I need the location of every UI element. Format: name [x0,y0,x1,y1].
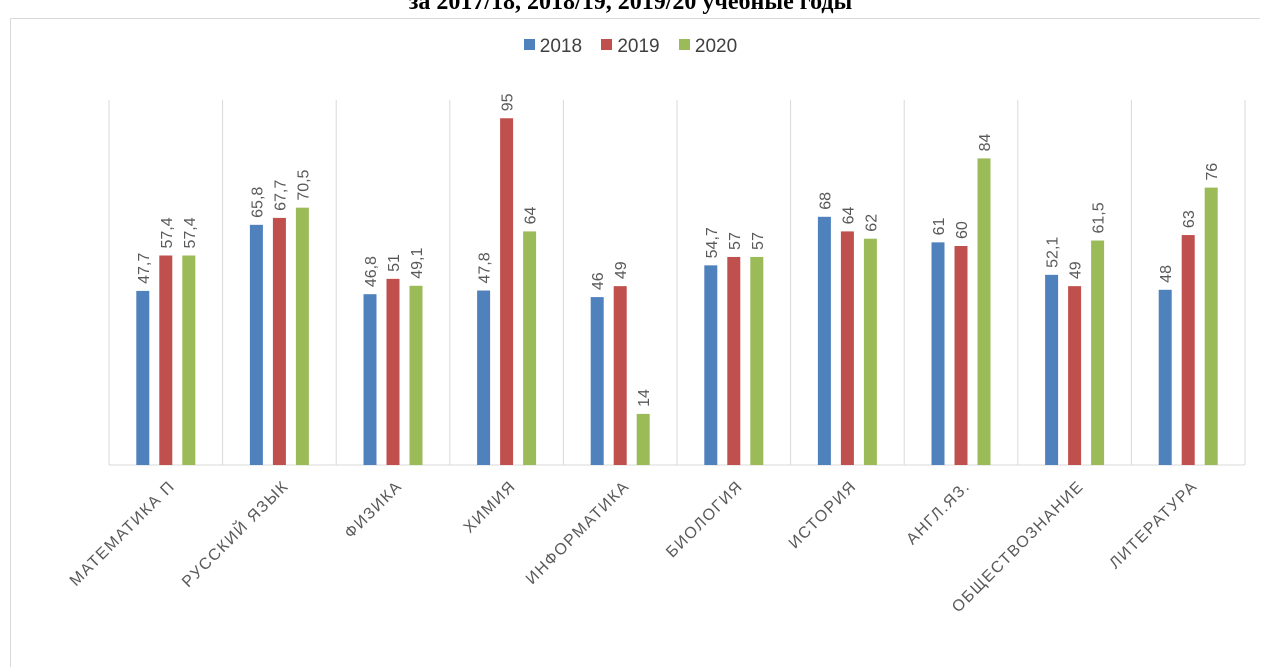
data-label: 49,1 [409,248,426,279]
data-label: 47,7 [136,253,153,284]
chart-frame [10,18,1260,667]
bar-2018 [363,294,377,465]
bar-2020 [182,255,196,465]
data-label: 63 [1181,210,1198,228]
data-label: 54,7 [704,227,721,258]
bar-2019 [613,286,627,465]
legend-item-2018: 2018 [523,36,583,58]
data-label: 14 [636,389,653,407]
data-label: 67,7 [272,180,289,211]
bar-2018 [136,290,150,465]
bar-2019 [1068,286,1082,465]
data-label: 62 [863,214,880,232]
data-label: 46,8 [363,256,380,287]
data-label: 49 [613,261,630,279]
data-label: 49 [1068,261,1085,279]
category-label: БИОЛОГИЯ [663,478,746,561]
bar-2018 [817,216,831,465]
data-label: 57,4 [159,217,176,248]
bar-2018 [590,297,604,465]
chart-title: за 2017/18, 2018/19, 2019/20 учебные год… [408,0,853,15]
data-label: 51 [386,254,403,272]
legend-label-2018: 2018 [539,36,583,57]
bar-2019 [954,246,968,465]
bar-2018 [249,224,263,465]
bar-2019 [500,118,514,465]
bar-2019 [159,255,173,465]
bar-2020 [295,207,309,466]
data-label: 68 [817,192,834,210]
bar-2019 [840,231,854,465]
data-label: 64 [840,207,857,225]
data-label: 70,5 [295,169,312,200]
category-label: ОБЩЕСТВОЗНАНИЕ [949,478,1087,616]
bar-2019 [272,217,286,465]
legend-label-2020: 2020 [694,36,738,57]
bar-2019 [1181,235,1195,465]
data-label: 60 [954,221,971,239]
category-label: ХИМИЯ [461,478,520,537]
data-label: 57 [727,232,744,250]
legend-swatch-2019 [601,39,613,51]
data-label: 61 [931,217,948,235]
bar-2020 [523,231,537,465]
bar-2018 [477,290,491,465]
bar-2018 [1158,289,1172,465]
category-label: МАТЕМАТИКА П [67,478,179,590]
bar-2020 [409,285,423,465]
bar-2020 [1204,187,1218,465]
bar-2020 [750,256,764,465]
data-label: 47,8 [477,252,494,283]
bar-2020 [977,158,991,465]
data-label: 64 [523,207,540,225]
data-label: 52,1 [1045,237,1062,268]
data-label: 65,8 [249,187,266,218]
bar-2020 [636,413,650,465]
bar-2018 [931,242,945,465]
legend: 2018 2019 2020 [0,36,1261,58]
bar-2019 [386,278,400,465]
legend-swatch-2018 [523,39,535,51]
bar-2018 [704,265,718,465]
data-label: 57,4 [182,217,199,248]
data-label: 76 [1204,163,1221,181]
data-label: 57 [750,232,767,250]
data-label: 95 [500,93,517,111]
bar-2019 [727,256,741,465]
data-label: 46 [590,272,607,290]
category-label: РУССКИЙ ЯЗЫК [178,476,293,591]
legend-swatch-2020 [678,39,690,51]
data-label: 48 [1158,265,1175,283]
legend-item-2020: 2020 [678,36,738,58]
category-label: ФИЗИКА [342,478,406,542]
data-label: 61,5 [1091,202,1108,233]
bar-2020 [863,238,877,465]
bar-2018 [1045,274,1059,465]
category-label: ЛИТЕРАТУРА [1106,478,1201,573]
bar-2020 [1091,240,1105,465]
data-label: 84 [977,134,994,152]
category-label: ИСТОРИЯ [786,478,860,552]
legend-label-2019: 2019 [617,36,660,57]
category-label: ИНФОРМАТИКА [523,478,633,588]
category-label: АНГЛ.ЯЗ. [903,478,973,548]
legend-item-2019: 2019 [601,36,660,58]
